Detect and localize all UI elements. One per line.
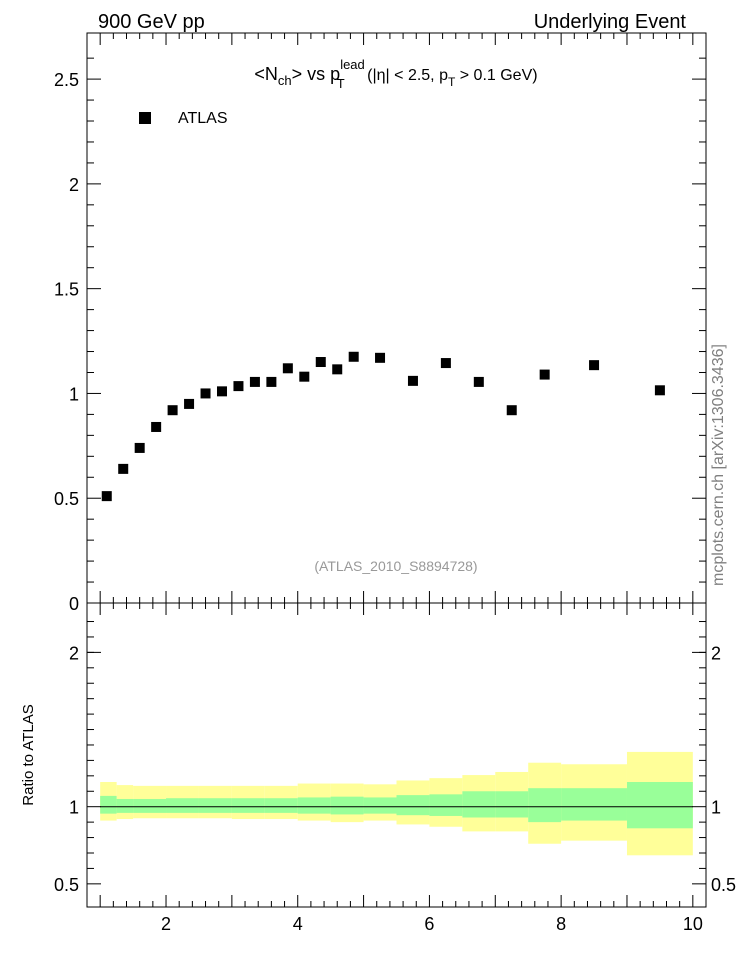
collision-label: 900 GeV pp [98, 11, 205, 33]
ratio-band-inner [626, 782, 693, 829]
data-point [134, 442, 145, 453]
x-tick-label: 6 [424, 914, 434, 934]
y-tick-label: 1.5 [54, 280, 79, 300]
y-tick-label: 1 [69, 384, 79, 404]
y-tick-label: 0 [69, 594, 79, 614]
ratio-band-inner [396, 795, 430, 816]
data-point [200, 388, 211, 399]
data-point [440, 358, 451, 369]
data-point [332, 364, 343, 375]
plot-title: <Nch> vs plead T (|η| < 2.5, pT > 0.1 GeV… [254, 57, 537, 91]
legend-label: ATLAS [178, 110, 228, 127]
y-tick-label: 0.5 [54, 489, 79, 509]
ratio-band-inner [100, 795, 117, 814]
data-point [266, 376, 277, 387]
ratio-band-inner [561, 788, 627, 821]
data-point [473, 376, 484, 387]
axis-tick-labels: 2 4 6 8 10 0.5 1 1.5 2 2.5 0 0.5 0.5 1 1 2 2 [54, 70, 736, 934]
ratio-band-inner [297, 797, 331, 814]
axis-ticks [87, 33, 706, 907]
data-point [539, 369, 550, 380]
ratio-band-inner [198, 798, 232, 813]
analysis-category-label: Underlying Event [534, 11, 687, 33]
data-point [589, 360, 600, 371]
ratio-band-inner [264, 798, 298, 813]
ratio-band-inner [166, 798, 199, 813]
x-tick-label: 2 [161, 914, 171, 934]
data-point [315, 357, 326, 368]
y-tick-label: 2 [69, 175, 79, 195]
data-point [407, 375, 418, 386]
legend-marker [139, 112, 151, 124]
ratio-y-tick-label-right: 0.5 [711, 875, 736, 895]
ratio-band-inner [429, 794, 463, 816]
ratio-y-axis-label: Ratio to ATLAS [20, 704, 37, 805]
analysis-id-label: (ATLAS_2010_S8894728) [314, 558, 477, 574]
x-tick-label: 4 [293, 914, 303, 934]
ratio-bands [100, 751, 693, 856]
data-point [249, 376, 260, 387]
ratio-y-tick-label: 1 [69, 798, 79, 818]
ratio-band-inner [528, 788, 562, 823]
data-point [184, 398, 195, 409]
ratio-band-inner [363, 797, 397, 814]
data-point [101, 491, 112, 502]
data-point [233, 381, 244, 392]
y-tick-label: 2.5 [54, 70, 79, 90]
data-points [101, 351, 665, 502]
ratio-band-inner [462, 791, 496, 818]
x-tick-label: 8 [556, 914, 566, 934]
data-point [216, 386, 227, 397]
x-tick-label: 10 [683, 914, 703, 934]
ratio-band-inner [116, 798, 134, 813]
ratio-band-inner [495, 791, 529, 818]
ratio-y-tick-label: 2 [69, 643, 79, 663]
data-point [506, 405, 517, 416]
mcplots-side-label: mcplots.cern.ch [arXiv:1306.3436] [710, 344, 727, 586]
data-point [654, 385, 665, 396]
ratio-y-tick-label-right: 2 [711, 643, 721, 663]
data-point [118, 463, 129, 474]
ratio-band-inner [330, 796, 364, 815]
ratio-band-inner [133, 798, 167, 813]
ratio-y-tick-label: 0.5 [54, 875, 79, 895]
ratio-plot-frame [86, 602, 707, 908]
data-point [151, 421, 162, 432]
data-point [299, 371, 310, 382]
data-point [282, 363, 293, 374]
data-point [348, 351, 359, 362]
ratio-y-tick-label-right: 1 [711, 798, 721, 818]
data-point [167, 405, 178, 416]
ratio-band-inner [231, 798, 265, 813]
data-point [375, 352, 386, 363]
